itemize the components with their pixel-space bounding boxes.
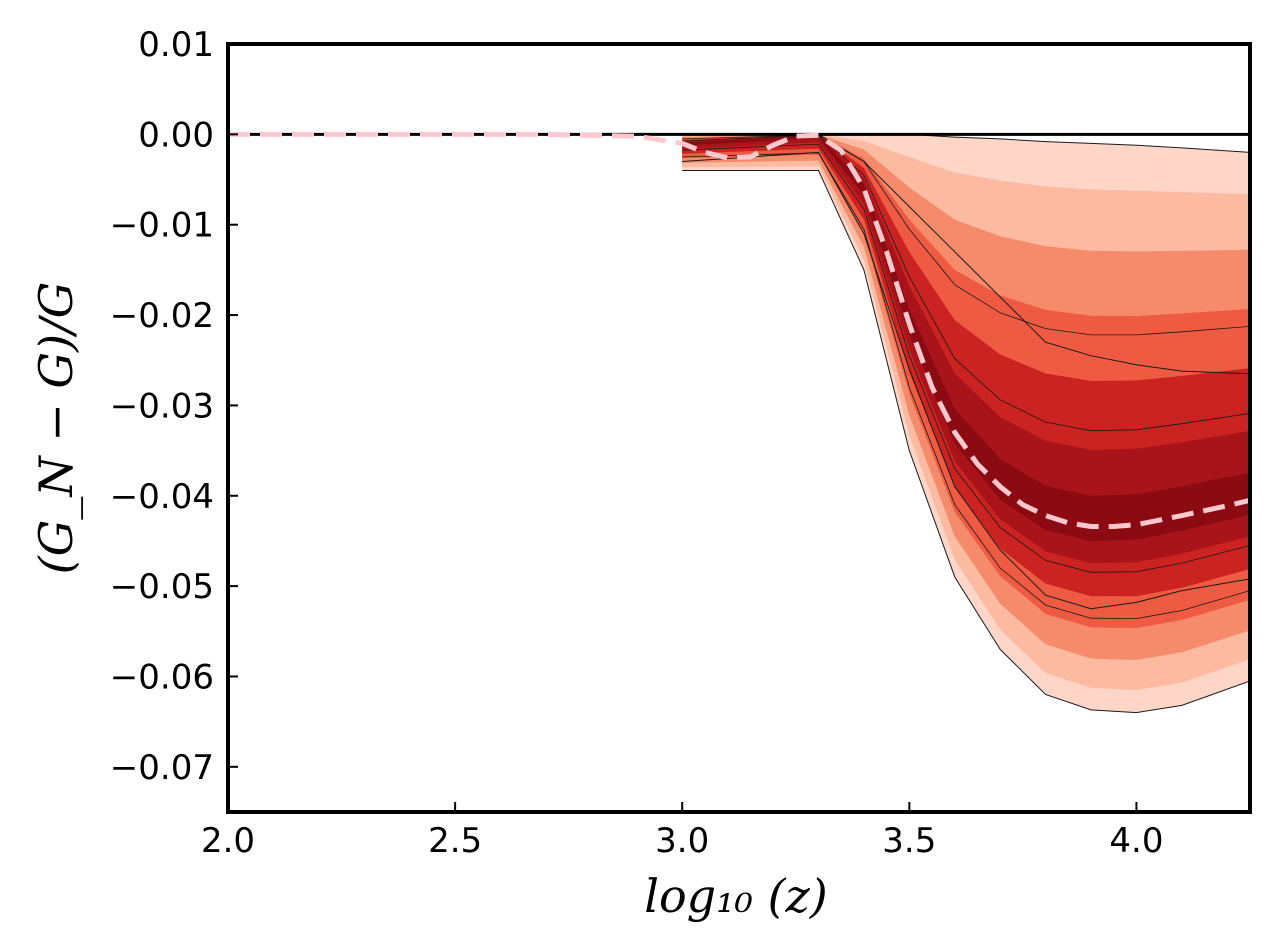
contour-fill-level-5	[682, 135, 1250, 564]
y-tick-label: 0.01	[138, 25, 214, 65]
y-tick-label: −0.06	[110, 657, 214, 697]
x-axis-label: log₁₀ (z)	[644, 869, 827, 923]
x-tick-label: 2.0	[201, 821, 255, 861]
contour-line-mid-upper-0	[682, 134, 1250, 336]
y-axis-label: (G_N − G)/G	[29, 282, 83, 575]
y-tick-label: −0.01	[110, 206, 214, 246]
plot-area	[228, 131, 1250, 714]
y-tick-label: 0.00	[138, 115, 214, 155]
contour-fill-level-6	[682, 135, 1250, 542]
contour-line-mid-lower-0	[682, 152, 1250, 620]
contour-line-outer-lower	[682, 170, 1250, 714]
contour-line-inner-lower	[682, 151, 1250, 610]
median-curve	[228, 131, 1250, 529]
y-tick-label: −0.07	[110, 748, 214, 788]
y-axis-ticks: 0.01 0.00 −0.01 −0.02 −0.03 −0.04 −0.05 −0.06 −0…	[110, 25, 238, 788]
y-tick-label: −0.02	[110, 296, 214, 336]
x-tick-label: 3.0	[655, 821, 709, 861]
x-tick-label: 3.5	[882, 821, 936, 861]
x-axis-ticks: 2.0 2.5 3.0 3.5 4.0	[201, 802, 1163, 861]
axes-frame	[226, 42, 1252, 814]
y-tick-label: −0.05	[110, 567, 214, 607]
x-tick-label: 4.0	[1109, 821, 1163, 861]
x-tick-label: 2.5	[428, 821, 482, 861]
y-tick-label: −0.03	[110, 386, 214, 426]
contour-line-mid-lower-1	[682, 143, 1250, 573]
axes-frame-rect	[226, 42, 1252, 814]
contour-line-mid-upper-1	[682, 134, 1250, 432]
y-tick-label: −0.04	[110, 477, 214, 517]
